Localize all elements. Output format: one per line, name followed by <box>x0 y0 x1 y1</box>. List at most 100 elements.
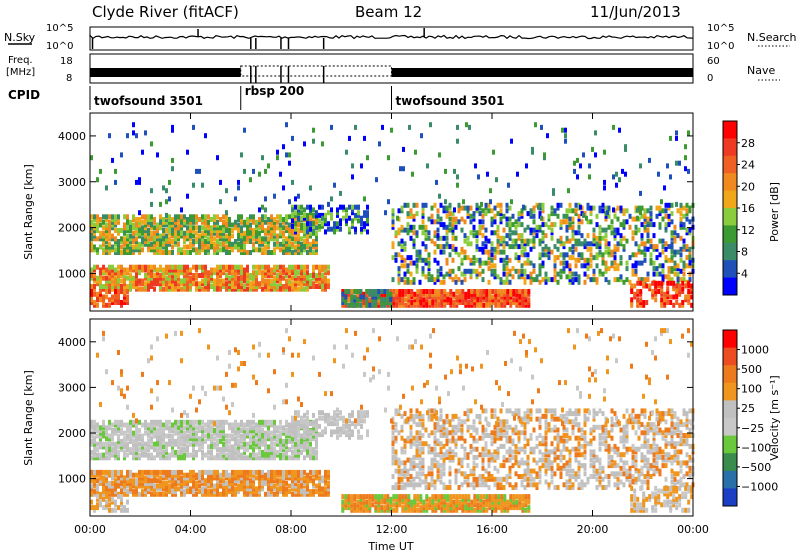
heatmap-cell <box>359 499 363 505</box>
heatmap-cell <box>288 160 291 166</box>
heatmap-cell <box>228 425 231 431</box>
heatmap-cell <box>90 499 93 505</box>
heatmap-cell <box>105 483 108 489</box>
heatmap-cell <box>502 279 506 285</box>
heatmap-cell <box>288 455 291 461</box>
heatmap-cell <box>141 444 144 450</box>
heatmap-cell <box>643 216 647 222</box>
heatmap-cell <box>162 491 165 497</box>
heatmap-cell <box>195 430 198 436</box>
heatmap-cell <box>306 489 309 495</box>
heatmap-cell <box>171 475 174 481</box>
heatmap-cell <box>174 222 177 228</box>
heatmap-cell <box>150 486 153 492</box>
heatmap-cell <box>347 294 351 300</box>
heatmap-cell <box>129 430 132 436</box>
heatmap-cell <box>270 250 273 255</box>
heatmap-cell <box>213 219 216 225</box>
heatmap-cell <box>288 438 291 444</box>
heatmap-cell <box>315 430 318 436</box>
heatmap-cell <box>309 250 312 255</box>
heatmap-cell <box>461 289 465 294</box>
heatmap-cell <box>404 494 408 500</box>
heatmap-cell <box>252 286 255 292</box>
heatmap-cell <box>576 157 579 163</box>
heatmap-cell <box>120 284 123 289</box>
heatmap-cell <box>243 441 246 447</box>
heatmap-cell <box>252 419 255 425</box>
heatmap-cell <box>583 238 587 244</box>
heatmap-cell <box>604 244 608 250</box>
heatmap-cell <box>117 291 120 297</box>
heatmap-cell <box>294 480 297 486</box>
heatmap-cell <box>448 216 452 222</box>
heatmap-cell <box>362 302 366 308</box>
heatmap-cell <box>416 297 420 303</box>
heatmap-cell <box>165 483 168 489</box>
heatmap-cell <box>374 291 378 297</box>
heatmap-cell <box>171 469 174 475</box>
heatmap-cell <box>240 244 243 250</box>
heatmap-cell <box>177 241 180 247</box>
heatmap-cell <box>538 268 542 274</box>
heatmap-cell <box>386 505 390 511</box>
heatmap-cell <box>90 270 93 276</box>
heatmap-cell <box>240 452 243 458</box>
heatmap-cell <box>255 270 258 276</box>
heatmap-cell <box>628 224 632 230</box>
heatmap-cell <box>129 239 132 244</box>
heatmap-cell <box>297 286 300 292</box>
heatmap-cell <box>114 507 117 513</box>
heatmap-cell <box>237 441 240 447</box>
heatmap-cell <box>396 215 399 221</box>
heatmap-cell <box>309 278 312 284</box>
heatmap-cell <box>282 469 285 475</box>
heatmap-cell <box>261 472 264 478</box>
heatmap-cell <box>186 228 189 233</box>
heatmap-cell <box>201 433 204 439</box>
heatmap-cell <box>291 486 294 492</box>
heatmap-cell <box>165 422 168 428</box>
heatmap-cell <box>518 302 522 308</box>
heatmap-cell <box>141 149 144 155</box>
heatmap-cell <box>153 250 156 255</box>
heatmap-cell <box>294 475 297 481</box>
heatmap-cell <box>243 270 246 276</box>
heatmap-cell <box>270 219 273 225</box>
heatmap-cell <box>303 286 306 292</box>
heatmap-cell <box>114 486 117 492</box>
heatmap-cell <box>282 185 285 191</box>
heatmap-cell <box>515 297 519 303</box>
heatmap-cell <box>252 478 255 484</box>
heatmap-cell <box>174 441 177 447</box>
heatmap-cell <box>150 270 153 276</box>
heatmap-cell <box>661 244 665 250</box>
heatmap-cell <box>180 441 183 447</box>
heatmap-cell <box>607 252 611 258</box>
heatmap-cell <box>506 294 510 300</box>
heatmap-cell <box>654 280 658 286</box>
heatmap-cell <box>522 204 525 210</box>
heatmap-cell <box>156 239 159 244</box>
heatmap-cell <box>135 219 138 225</box>
heatmap-cell <box>288 278 291 284</box>
heatmap-cell <box>568 277 572 283</box>
heatmap-cell <box>306 472 309 478</box>
heatmap-cell <box>294 250 297 255</box>
heatmap-cell <box>126 480 129 486</box>
heatmap-cell <box>180 455 183 461</box>
heatmap-cell <box>99 430 102 436</box>
heatmap-cell <box>571 249 575 255</box>
heatmap-cell <box>240 422 243 428</box>
heatmap-cell <box>640 235 644 241</box>
heatmap-cell <box>505 274 509 280</box>
heatmap-cell <box>297 244 300 250</box>
heatmap-cell <box>174 278 177 284</box>
heatmap-cell <box>270 447 273 453</box>
heatmap-cell <box>579 204 582 210</box>
heatmap-cell <box>410 499 414 505</box>
heatmap-cell <box>204 452 207 458</box>
heatmap-cell <box>177 455 180 461</box>
heatmap-cell <box>90 273 93 278</box>
heatmap-cell <box>282 452 285 458</box>
